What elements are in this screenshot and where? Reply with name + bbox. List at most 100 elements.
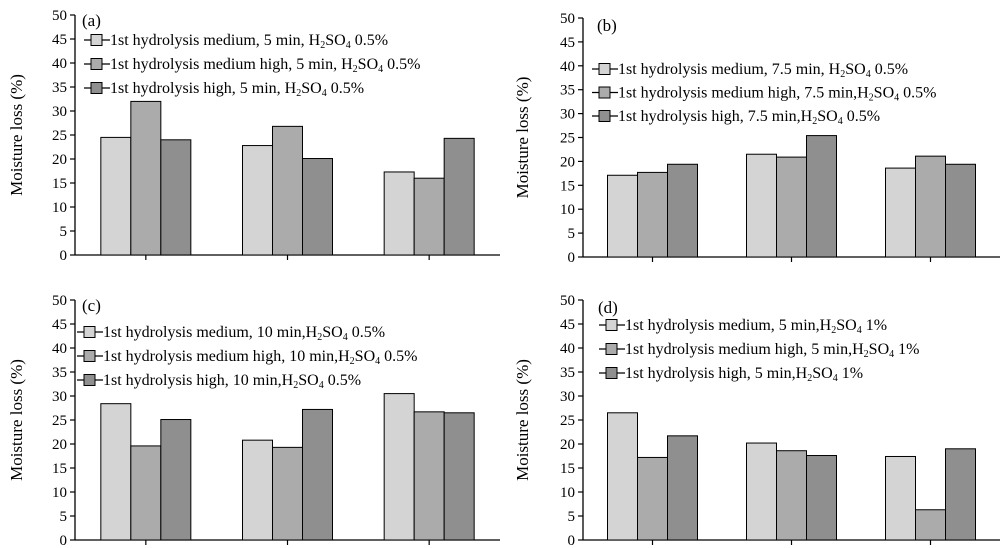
y-tick-label: 40 (52, 341, 67, 357)
y-tick-label: 35 (52, 365, 67, 381)
y-tick-label: 40 (52, 56, 67, 72)
bar (443, 412, 475, 541)
panel-b: 0 5 10 15 20 25 30 35 40 45 50 Moisture loss (%) (b)… (513, 11, 1000, 266)
bar (242, 439, 273, 541)
bar (945, 163, 976, 258)
y-tick-label: 20 (52, 152, 67, 168)
legend-entry: 1st hydrolysis medium high, 5 min, H2SO4… (84, 56, 420, 75)
legend-label: 1st hydrolysis high, 5 min, H2SO4 0.5% (110, 80, 364, 99)
legend-entry: 1st hydrolysis medium, 5 min,H2SO4 1% (599, 317, 887, 336)
legend-label: 1st hydrolysis medium high, 10 min,H2SO4… (103, 348, 417, 367)
bar (130, 100, 162, 256)
bar (607, 412, 638, 541)
bar (160, 139, 192, 256)
legend-swatch (605, 367, 618, 379)
legend-label: 1st hydrolysis medium high, 5 min,H2SO4 … (625, 341, 919, 360)
y-tick-label: 50 (560, 11, 575, 27)
y-tick-label: 20 (52, 437, 67, 453)
y-axis-label: Moisture loss (%) (513, 359, 532, 481)
bar (100, 403, 132, 541)
legend-swatch (598, 63, 611, 75)
y-axis-label: Moisture loss (%) (7, 74, 26, 196)
y-axis-label: Moisture loss (%) (513, 77, 532, 199)
panel-label: (d) (598, 298, 618, 317)
bar (302, 408, 333, 541)
y-tick-label: 0 (568, 533, 576, 548)
bar (885, 455, 916, 541)
y-tick-label: 25 (52, 413, 67, 429)
bar (776, 450, 807, 541)
bar (915, 509, 946, 541)
y-tick-label: 30 (52, 104, 67, 120)
panel-label: (b) (597, 16, 617, 35)
y-tick-label: 40 (560, 341, 575, 357)
legend-swatch (605, 319, 618, 331)
bar (443, 137, 475, 256)
bar (302, 158, 333, 256)
y-tick-label: 50 (560, 293, 575, 309)
y-tick-label: 5 (568, 509, 576, 525)
bar (383, 171, 415, 256)
legend-swatch (90, 82, 103, 94)
legend-swatch (598, 86, 611, 99)
legend-label: 1st hydrolysis medium high, 5 min, H2SO4… (110, 56, 420, 75)
y-tick-label: 30 (560, 389, 575, 405)
y-tick-label: 5 (60, 509, 68, 525)
y-tick-label: 15 (52, 176, 67, 192)
bar (806, 455, 837, 541)
y-tick-label: 0 (568, 250, 576, 266)
bar (272, 125, 303, 256)
y-axis-label: Moisture loss (%) (7, 359, 26, 481)
y-tick-label: 25 (560, 131, 575, 147)
y-tick-label: 35 (560, 365, 575, 381)
bar (746, 153, 777, 258)
bar (637, 456, 668, 541)
y-tick-label: 25 (52, 128, 67, 144)
legend-label: 1st hydrolysis medium high, 7.5 min,H2SO… (618, 85, 936, 104)
y-tick-label: 30 (52, 389, 67, 405)
panel-label: (a) (82, 11, 101, 30)
panel-c: 0 5 10 15 20 25 30 35 40 45 50 Moisture loss (%) (c)… (7, 293, 500, 548)
panel-a: 0 5 10 15 20 25 30 35 40 45 50 Moisture loss (%) (a)… (7, 8, 500, 264)
legend-swatch (90, 34, 103, 46)
legend-swatch (605, 343, 618, 355)
y-tick-label: 15 (52, 461, 67, 477)
y-tick-label: 10 (560, 485, 575, 501)
legend-entry: 1st hydrolysis medium, 5 min, H2SO4 0.5% (84, 32, 388, 51)
y-tick-label: 50 (52, 8, 67, 24)
legend-swatch (90, 58, 103, 70)
legend-label: 1st hydrolysis medium, 5 min,H2SO4 1% (625, 317, 887, 336)
bar (242, 145, 273, 256)
legend-swatch (598, 110, 611, 122)
legend-entry: 1st hydrolysis medium, 7.5 min, H2SO4 0.… (592, 61, 908, 80)
legend-swatch (83, 374, 96, 386)
y-tick-label: 35 (52, 80, 67, 96)
legend-label: 1st hydrolysis medium, 10 min,H2SO4 0.5% (103, 324, 385, 343)
bar (160, 419, 192, 541)
bar (945, 448, 976, 541)
panel-label: (c) (82, 296, 101, 315)
y-tick-label: 10 (560, 202, 575, 218)
y-tick-label: 25 (560, 413, 575, 429)
legend-entry: 1st hydrolysis medium high, 5 min,H2SO4 … (599, 341, 919, 360)
legend-entry: 1st hydrolysis high, 5 min,H2SO4 1% (599, 365, 863, 384)
bar (100, 136, 132, 256)
y-tick-label: 0 (60, 533, 68, 548)
bar (746, 442, 777, 541)
y-tick-label: 40 (560, 59, 575, 75)
legend-swatch (83, 350, 96, 362)
y-tick-label: 15 (560, 178, 575, 194)
bar (383, 393, 415, 541)
legend-label: 1st hydrolysis high, 10 min,H2SO4 0.5% (103, 372, 361, 391)
y-tick-label: 10 (52, 200, 67, 216)
bar (130, 445, 162, 541)
y-tick-label: 50 (52, 293, 67, 309)
y-tick-label: 30 (560, 107, 575, 123)
legend-label: 1st hydrolysis high, 5 min,H2SO4 1% (625, 365, 863, 384)
legend-swatch (83, 326, 96, 338)
legend-entry: 1st hydrolysis medium, 10 min,H2SO4 0.5% (77, 324, 385, 343)
bar (413, 177, 445, 256)
bar (776, 156, 807, 258)
bar (413, 411, 445, 541)
